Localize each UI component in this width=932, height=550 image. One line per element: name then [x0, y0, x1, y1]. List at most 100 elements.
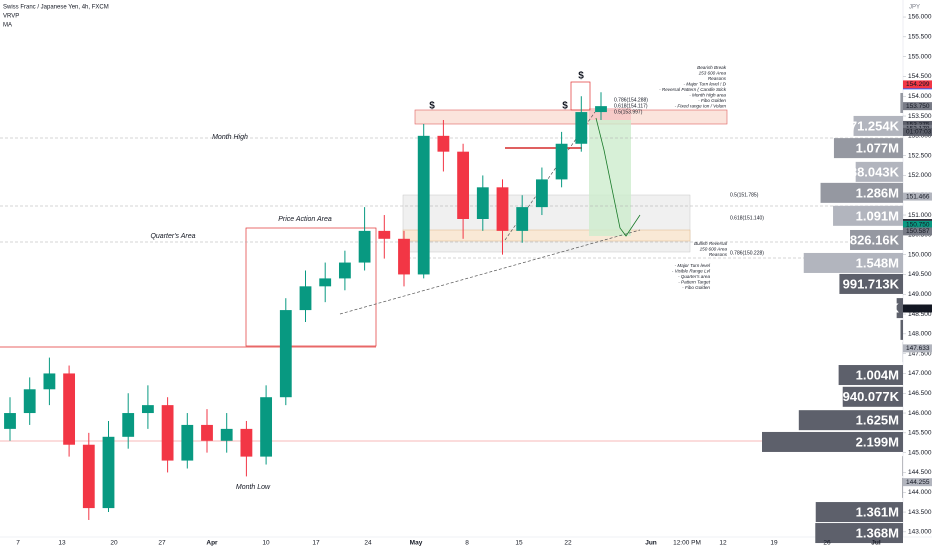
candle-body: [260, 397, 273, 457]
annotation: Month High: [212, 134, 248, 141]
candle-body: [476, 187, 489, 219]
month-high-zone: [414, 109, 728, 125]
y-tick-label: 154.500: [908, 73, 932, 80]
volume-label: 826.16K: [850, 232, 900, 247]
note-line: - Pattern Target: [678, 280, 710, 285]
fib-label: 0.786(150.228): [730, 250, 764, 256]
volume-bar: [900, 319, 903, 340]
note-line: 150 600 Area: [700, 247, 728, 252]
y-tick-label: 154.000: [908, 93, 932, 100]
candle-body: [516, 207, 529, 231]
price-tag-label: 148.640: [906, 305, 930, 312]
annotation: $: [578, 71, 584, 82]
volume-bar: [820, 182, 903, 203]
note-line: Reasons: [708, 76, 727, 81]
candle-body: [82, 444, 95, 509]
y-tick-label: 148.000: [908, 331, 932, 338]
volume-bar: [850, 229, 903, 250]
volume-label: 991.713K: [843, 276, 900, 291]
price-tag-label: 150.587: [906, 228, 930, 235]
fib-label: 0.5(151.785): [730, 192, 759, 198]
candle-body: [457, 151, 470, 219]
note-line: Bullish Reversal: [694, 241, 728, 246]
candle-body: [279, 310, 292, 398]
x-tick-label: 27: [158, 540, 166, 547]
candle-body: [378, 230, 391, 239]
price-tag: [903, 192, 932, 201]
volume-bar: [815, 502, 903, 523]
note-line: - Visible Range Lvl: [672, 269, 711, 274]
volume-bar: [803, 252, 903, 273]
volume-label: 1.368M: [856, 525, 899, 540]
volume-bar: [855, 161, 903, 182]
candle-body: [122, 413, 135, 437]
annotation: $: [429, 101, 435, 112]
candle-body: [63, 373, 76, 445]
y-tick-label: 155.000: [908, 53, 932, 60]
y-tick-label: 147.500: [908, 350, 932, 357]
volume-bar: [896, 298, 903, 319]
volume-bar: [900, 92, 903, 113]
x-tick-label: 24: [364, 540, 372, 547]
x-tick-label: 12: [719, 540, 727, 547]
volume-label: 2.199M: [856, 434, 899, 449]
volume-bar: [902, 477, 903, 498]
volume-label: 1.625M: [856, 413, 899, 428]
countdown-box: [903, 127, 932, 136]
x-tick-label: 13: [58, 540, 66, 547]
y-tick-label: 153.500: [908, 113, 932, 120]
x-tick-label: Apr: [206, 540, 218, 547]
price-axis: [903, 0, 932, 550]
note-line: 153 600 Area: [699, 71, 727, 76]
price-tag-label: 144.255: [906, 479, 930, 486]
y-tick-label: 145.500: [908, 430, 932, 437]
x-tick-label: Jul: [871, 540, 881, 547]
x-tick-label: Jun: [645, 540, 657, 547]
note-line: - Fibo Golden: [698, 98, 726, 103]
annotation: Quarter's Area: [150, 233, 195, 240]
fib-label: 0.618(154.117): [614, 103, 648, 109]
volume-bar: [762, 431, 903, 452]
x-tick-label: 12:00 PM: [673, 540, 701, 547]
y-tick-label: 152.500: [908, 152, 932, 159]
candle-body: [201, 424, 213, 441]
volume-bar: [838, 365, 903, 386]
volume-label: 1.077M: [856, 141, 899, 156]
x-tick-label: 26: [823, 540, 831, 547]
candle-body: [23, 389, 36, 414]
quarter-zone: [402, 229, 691, 242]
candle-body: [398, 238, 410, 275]
candle-body: [299, 286, 312, 311]
note-line: Bearish Break: [697, 65, 727, 70]
currency-label: JPY: [909, 5, 920, 11]
x-tick-label: 15: [515, 540, 523, 547]
candle-body: [358, 230, 371, 263]
price-tag: [903, 344, 932, 353]
x-tick-label: 8: [465, 540, 469, 547]
candle-body: [417, 135, 430, 275]
volume-label: 940.077K: [843, 389, 900, 404]
x-tick-label: 22: [564, 540, 572, 547]
annotation: Price Action Area: [278, 216, 332, 223]
volume-bar: [833, 138, 903, 159]
x-tick-label: May: [410, 540, 423, 547]
price-tag: [903, 102, 932, 111]
y-tick-label: 147.000: [908, 370, 932, 377]
price-tag: [903, 220, 932, 229]
volume-label: 1.091M: [856, 208, 899, 223]
y-tick-label: 145.000: [908, 449, 932, 456]
candle-body: [181, 424, 194, 461]
volume-label: 1.548M: [856, 255, 899, 270]
volume-label: 1.004M: [856, 367, 899, 382]
candle-body: [535, 179, 548, 208]
y-tick-label: 151.000: [908, 212, 932, 219]
volume-bar: [833, 205, 903, 226]
y-tick-label: 152.000: [908, 172, 932, 179]
volume-label: 39K: [875, 322, 899, 337]
volume-label: 2K: [882, 344, 899, 359]
volume-bar: [839, 273, 903, 294]
y-tick-label: 153.000: [908, 133, 932, 140]
